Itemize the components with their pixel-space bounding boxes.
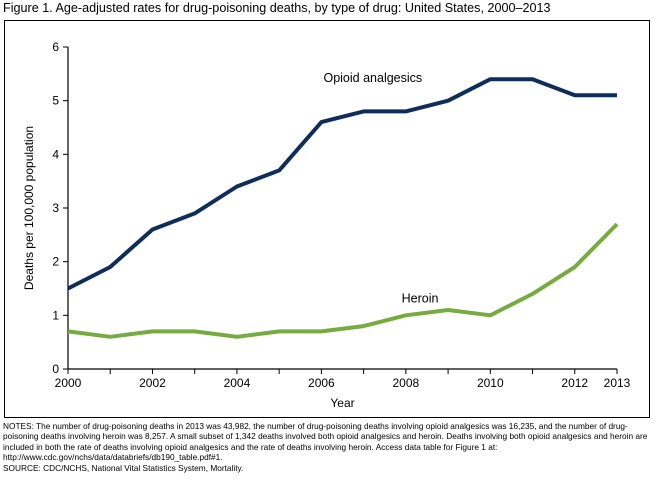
x-tick-label: 2010 <box>477 376 504 390</box>
figure-title: Figure 1. Age-adjusted rates for drug-po… <box>3 1 551 15</box>
x-tick-label: 2012 <box>561 376 588 390</box>
y-tick-label: 0 <box>52 362 59 376</box>
notes-text: NOTES: The number of drug-poisoning deat… <box>3 421 648 463</box>
y-axis-title: Deaths per 100,000 population <box>22 126 36 290</box>
y-tick-label: 2 <box>52 255 59 269</box>
line-chart: 0 1 2 3 4 5 6 2000 2002 2004 2006 2008 2010 2012 2013 Y… <box>22 40 631 410</box>
y-tick-label: 6 <box>52 40 59 54</box>
heroin-series-line <box>67 222 619 339</box>
y-tick-label: 4 <box>52 147 59 161</box>
y-tick-label: 5 <box>52 94 59 108</box>
heroin-series-label: Heroin <box>402 291 439 305</box>
x-axis-title: Year <box>330 396 354 410</box>
source-text: SOURCE: CDC/NCHS, National Vital Statist… <box>3 462 244 473</box>
x-tick-label: 2000 <box>55 376 82 390</box>
x-tick-label: 2013 <box>604 376 631 390</box>
x-tick-label: 2008 <box>392 376 419 390</box>
x-tick-label: 2004 <box>224 376 251 390</box>
chart-frame: 0 1 2 3 4 5 6 2000 2002 2004 2006 2008 2010 2012 2013 Y… <box>4 20 650 418</box>
opioid-series-line <box>67 77 617 291</box>
notes-block: NOTES: The number of drug-poisoning deat… <box>3 421 653 473</box>
y-tick-label: 1 <box>52 308 59 322</box>
x-tick-label: 2002 <box>139 376 166 390</box>
x-tick-label: 2006 <box>308 376 335 390</box>
opioid-series-label: Opioid analgesics <box>323 71 422 85</box>
y-tick-label: 3 <box>52 201 59 215</box>
